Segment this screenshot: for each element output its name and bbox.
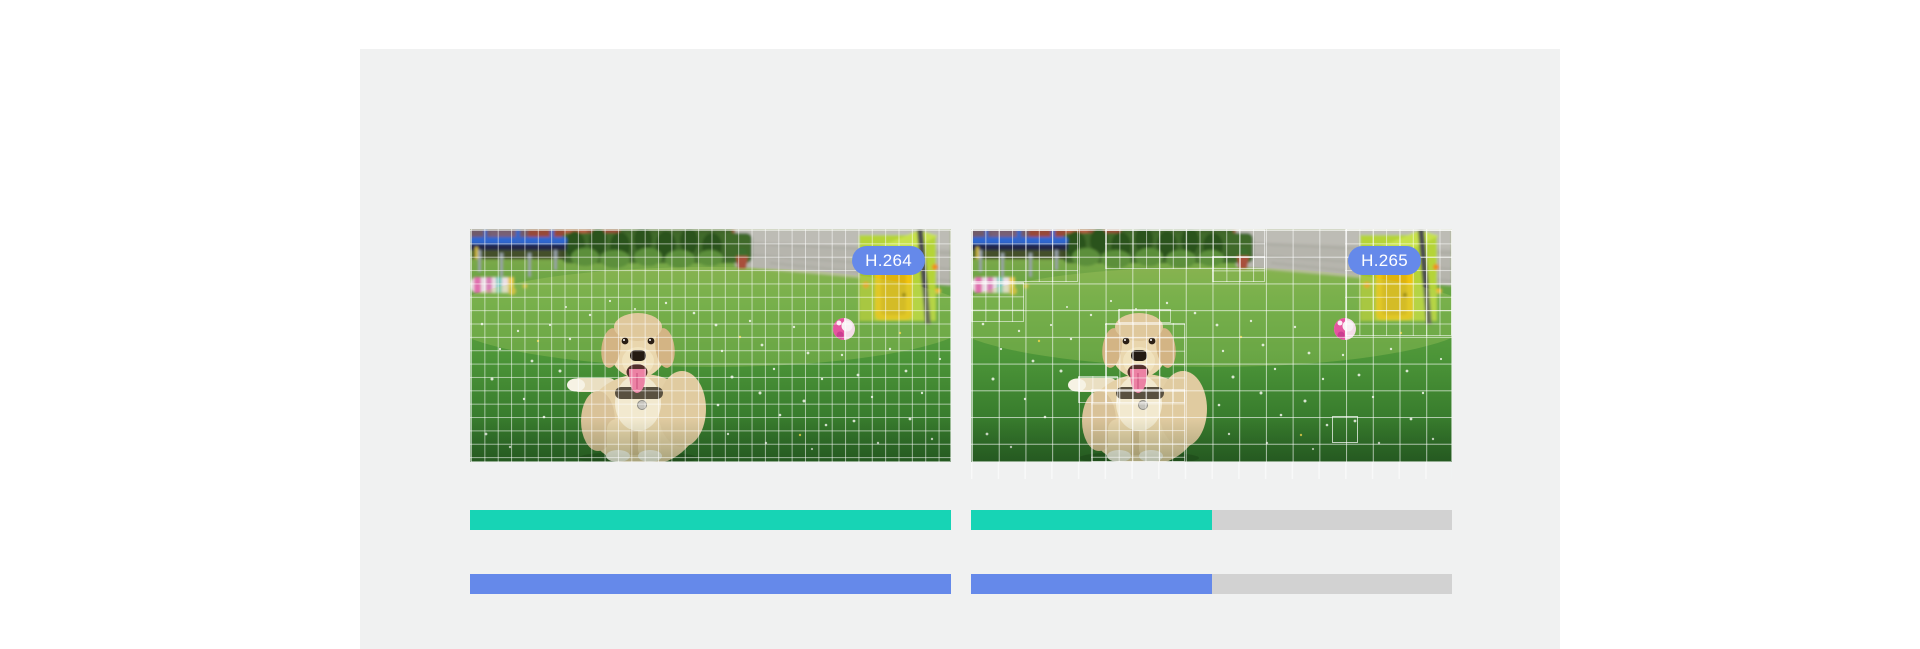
- h265-photo: H.265: [971, 229, 1452, 479]
- h265-storage-bar: [971, 574, 1452, 594]
- h264-bandwidth-bar: [470, 510, 951, 530]
- h264-badge: H.264: [852, 246, 925, 275]
- h265-bandwidth-bar: [971, 510, 1452, 530]
- codec-comparison-panel: H.264: [360, 49, 1560, 649]
- h264-storage-bar: [470, 574, 951, 594]
- grid-overflow-stubs: [971, 462, 1452, 479]
- h265-column: H.265: [971, 229, 1452, 594]
- h264-photo: H.264: [470, 229, 951, 462]
- h265-bandwidth-fill: [971, 510, 1212, 530]
- h265-badge: H.265: [1348, 246, 1421, 275]
- h264-bandwidth-fill: [470, 510, 951, 530]
- h265-storage-fill: [971, 574, 1212, 594]
- h264-storage-fill: [470, 574, 951, 594]
- h264-column: H.264: [470, 229, 951, 594]
